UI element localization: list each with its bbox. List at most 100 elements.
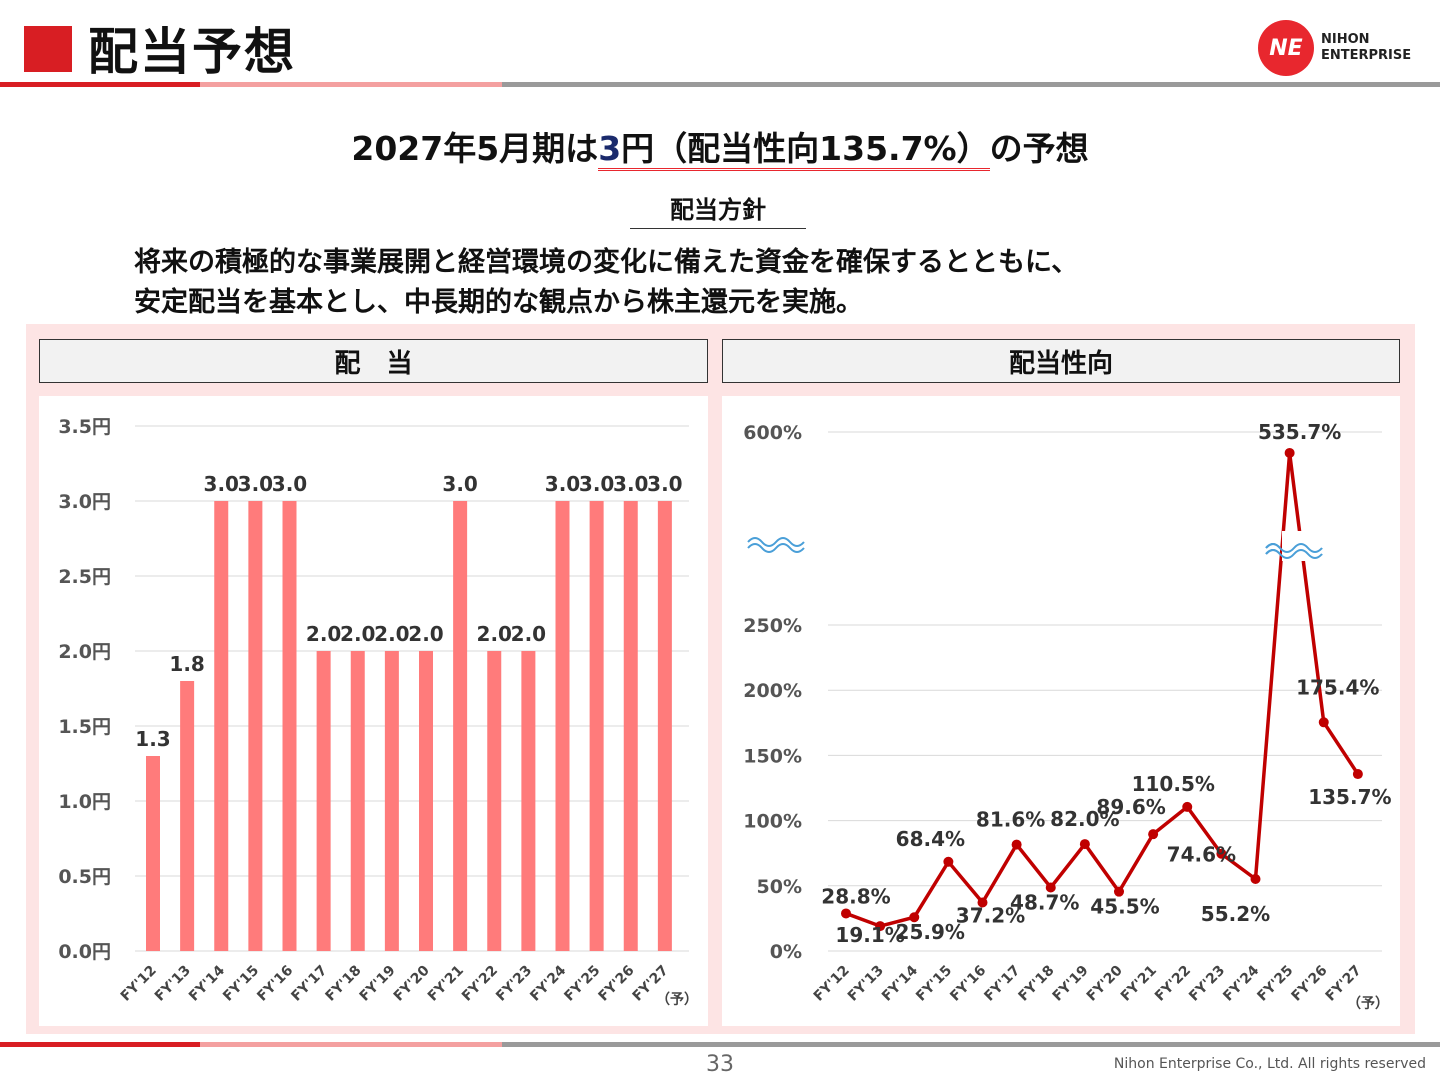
bar-value-label: 3.0 <box>204 472 239 496</box>
payout-panel-header: 配当性向 <box>722 339 1400 383</box>
payout-point <box>909 912 920 923</box>
dividend-bar <box>521 651 536 951</box>
point-value-label: 45.5% <box>1090 895 1159 919</box>
y-tick-label: 2.0円 <box>58 641 111 663</box>
y-tick-label: 2.5円 <box>58 566 111 588</box>
headline-amount: 3 <box>598 129 622 168</box>
x-tick-label: FY'20 <box>391 962 433 1004</box>
dividend-bar <box>555 501 570 951</box>
logo-text-line2: ENTERPRISE <box>1321 48 1412 63</box>
dividend-bar <box>248 501 263 951</box>
x-tick-label: FY'26 <box>1289 963 1331 1005</box>
dividend-bar <box>282 501 297 951</box>
logo-text-line1: NIHON <box>1321 32 1370 47</box>
y-tick-label: 1.5円 <box>58 716 111 738</box>
payout-chart-title: 配当性向 <box>1008 348 1113 379</box>
policy-line-2: 安定配当を基本とし、中長期的な観点から株主還元を実施。 <box>134 287 863 318</box>
x-tick-label: FY'18 <box>323 963 365 1005</box>
y-tick-label: 200% <box>743 680 802 702</box>
payout-point <box>1045 882 1056 893</box>
bar-value-label: 2.0 <box>306 622 341 646</box>
dividend-bar <box>589 501 604 951</box>
dividend-bar <box>657 501 672 951</box>
y-tick-label: 0% <box>770 941 802 963</box>
payout-point <box>875 921 886 932</box>
headline-part3: 円（配当性向135.7%） <box>621 129 990 168</box>
axis-break-icon <box>1265 543 1323 559</box>
dividend-bar <box>453 501 468 951</box>
point-value-label: 82.0% <box>1050 807 1119 831</box>
x-tick-label: FY'15 <box>220 963 262 1005</box>
header-rule-red <box>0 82 200 87</box>
bar-value-label: 2.0 <box>340 622 375 646</box>
footer-rule-red <box>0 1042 200 1047</box>
x-tick-label: FY'17 <box>288 963 330 1005</box>
point-value-label: 89.6% <box>1096 795 1165 819</box>
bar-value-label: 2.0 <box>511 622 546 646</box>
point-value-label: 68.4% <box>896 827 965 851</box>
y-tick-label: 3.5円 <box>58 416 111 438</box>
bar-value-label: 2.0 <box>408 622 443 646</box>
x-tick-label: FY'17 <box>981 963 1023 1005</box>
x-tick-label: FY'20 <box>1084 962 1126 1004</box>
company-logo: NE <box>1258 20 1314 76</box>
x-tick-label: FY'26 <box>596 963 638 1005</box>
payout-point <box>841 908 851 919</box>
title-marker <box>24 26 72 72</box>
x-tick-label: FY'23 <box>1186 963 1228 1005</box>
dividend-bar-chart: 0.0円 0.5円 1.0円 1.5円 2.0円 2.5円 3.0円 3.5円 1.3 FY'12… <box>58 416 698 1008</box>
x-tick-label: FY'13 <box>152 963 194 1005</box>
policy-line-1: 将来の積極的な事業展開と経営環境の変化に備えた資金を確保するとともに、 <box>134 247 1079 278</box>
payout-point <box>1284 447 1295 458</box>
x-tick-label: FY'14 <box>186 962 228 1004</box>
x-tick-label: FY'22 <box>459 963 501 1005</box>
x-tick-label: FY'24 <box>1220 962 1262 1004</box>
dividend-bar <box>316 651 331 951</box>
y-tick-label: 100% <box>743 811 802 833</box>
point-value-label: 48.7% <box>1010 890 1079 914</box>
y-tick-label: 150% <box>743 745 802 767</box>
axis-break-gap <box>1282 531 1322 561</box>
point-value-label: 74.6% <box>1167 843 1236 867</box>
dividend-chart-title: 配 当 <box>334 348 413 379</box>
page-title: 配当予想 <box>88 23 296 81</box>
x-tick-label: FY'13 <box>845 963 887 1005</box>
point-value-label: 535.7% <box>1258 420 1341 444</box>
point-value-label: 81.6% <box>976 808 1045 832</box>
copyright: Nihon Enterprise Co., Ltd. All rights re… <box>1113 1056 1426 1072</box>
x-tick-label: FY'24 <box>527 962 569 1004</box>
axis-break-icon <box>747 537 805 553</box>
payout-point <box>977 897 988 908</box>
x-tick-label: FY'25 <box>561 963 603 1005</box>
point-value-label: 175.4% <box>1296 675 1379 699</box>
payout-point <box>1250 874 1261 885</box>
bar-value-label: 3.0 <box>613 472 648 496</box>
forecast-note: （予） <box>656 992 698 1008</box>
payout-point <box>1352 769 1363 780</box>
payout-point <box>1079 839 1090 850</box>
payout-point <box>1114 886 1124 897</box>
dividend-bar <box>214 501 229 951</box>
dividend-bar <box>487 651 502 951</box>
x-tick-label: FY'18 <box>1016 963 1058 1005</box>
payout-point <box>1182 801 1193 812</box>
payout-chart-panel: 0% 50% 100% 150% 200% 250% 600% 28.8% FY'12 19.1%… <box>722 396 1400 1026</box>
x-tick-label: FY'19 <box>1050 963 1092 1005</box>
x-tick-label: FY'14 <box>879 962 921 1004</box>
payout-point <box>1011 839 1022 850</box>
x-tick-label: FY'12 <box>811 963 853 1005</box>
forecast-note: （予） <box>1347 996 1389 1012</box>
payout-point <box>1148 829 1159 840</box>
x-tick-label: FY'21 <box>425 963 467 1005</box>
dividend-bar <box>350 651 365 951</box>
page-number: 33 <box>706 1052 734 1077</box>
bar-value-label: 1.8 <box>169 652 204 676</box>
x-tick-label: FY'23 <box>493 963 535 1005</box>
bar-value-label: 3.0 <box>545 472 580 496</box>
point-value-label: 19.1% <box>835 923 904 947</box>
x-tick-label: FY'22 <box>1152 963 1194 1005</box>
y-tick-label: 0.5円 <box>58 866 111 888</box>
bar-value-label: 3.0 <box>272 472 307 496</box>
x-tick-label: FY'25 <box>1254 963 1296 1005</box>
x-tick-label: FY'15 <box>913 963 955 1005</box>
